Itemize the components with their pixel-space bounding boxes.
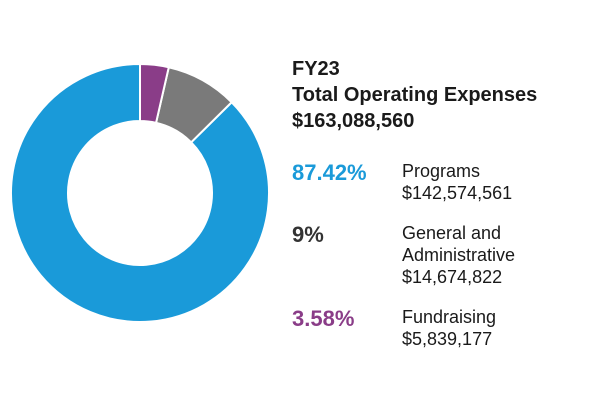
title-total: $163,088,560 <box>292 110 415 132</box>
title-year: FY23 <box>292 58 340 80</box>
fundraising-description: Fundraising $5,839,177 <box>402 306 496 350</box>
chart-title: FY23 Total Operating Expenses $163,088,5… <box>292 56 537 134</box>
general-label-line1: General and <box>402 223 502 243</box>
programs-amount: $142,574,561 <box>402 183 513 203</box>
general-percent: 9% <box>292 222 324 247</box>
programs-percent: 87.42% <box>292 160 367 185</box>
title-label: Total Operating Expenses <box>292 84 538 106</box>
slice-programs <box>10 62 270 323</box>
fundraising-label: Fundraising <box>402 307 497 327</box>
general-label-line2: Administrative <box>402 245 516 265</box>
general-description: General and Administrative $14,674,822 <box>402 222 515 288</box>
fundraising-amount: $5,839,177 <box>402 329 493 349</box>
donut-chart <box>10 62 270 323</box>
programs-description: Programs $142,574,561 <box>402 160 512 204</box>
slice-fundraising <box>139 62 170 125</box>
general-amount: $14,674,822 <box>402 267 503 287</box>
programs-label: Programs <box>402 161 481 181</box>
fundraising-percent: 3.58% <box>292 306 355 331</box>
